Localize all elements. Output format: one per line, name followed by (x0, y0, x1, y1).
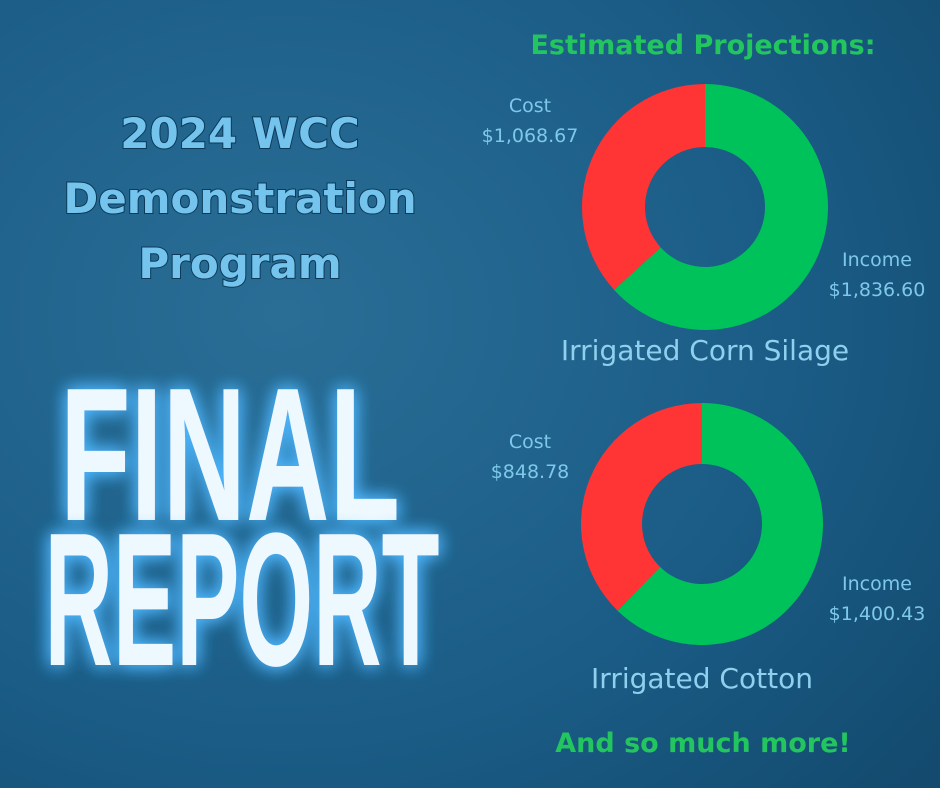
program-line: Program (138, 239, 341, 288)
report-line: REPORT (45, 494, 440, 706)
slice-category: Income (842, 249, 912, 271)
donut-slice (614, 84, 829, 330)
slice-value-label: $1,836.60 (829, 279, 926, 301)
slice-category: Income (842, 573, 912, 595)
slice-value-label: $848.78 (491, 461, 570, 483)
footer: And so much more! (555, 728, 850, 759)
slice-value-label: $1,068.67 (482, 125, 579, 147)
donut-slice (582, 83, 705, 290)
heading: Estimated Projections: (530, 30, 875, 61)
slice-value-label: $1,400.43 (829, 603, 926, 625)
program-line: Demonstration (63, 174, 416, 223)
chart-title: Irrigated Corn Silage (561, 334, 849, 367)
donut-slice (617, 403, 824, 645)
donut-slice (581, 403, 702, 611)
program-line: 2024 WCC (120, 109, 360, 158)
slice-category: Cost (509, 431, 551, 453)
report-line: FINAL (60, 349, 400, 561)
slice-category: Cost (509, 95, 551, 117)
chart-title: Irrigated Cotton (591, 662, 813, 695)
